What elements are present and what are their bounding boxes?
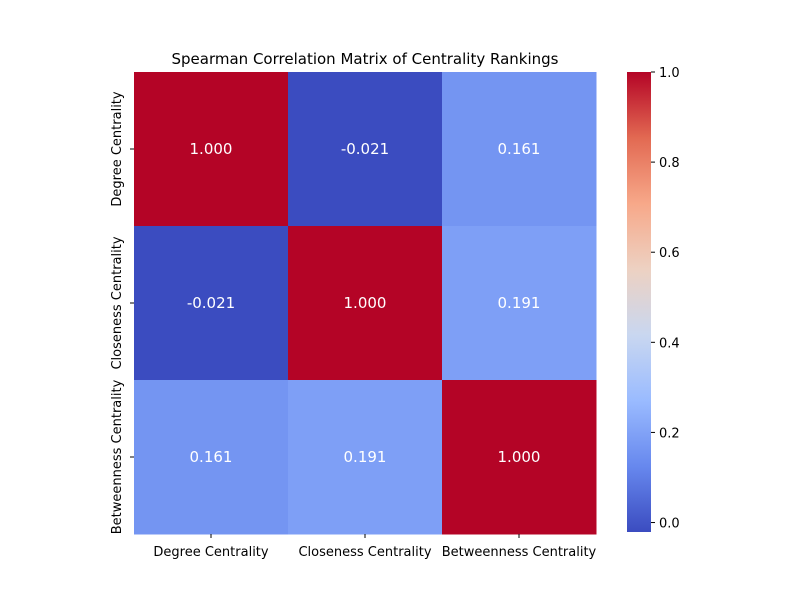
cell-value-label: -0.021 — [341, 140, 389, 158]
colorbar-tick-label: 0.2 — [659, 426, 680, 441]
x-axis: Degree Centrality Closeness Centrality Bet… — [153, 534, 597, 560]
cell-value-label: -0.021 — [187, 294, 235, 312]
colorbar-tick-label: 0.0 — [659, 517, 680, 532]
heatmap-cell — [134, 226, 289, 381]
x-tick-label: Betweenness Centrality — [442, 545, 597, 560]
heatmap-cell — [134, 380, 289, 535]
cell-value-label: 1.000 — [498, 448, 541, 466]
cell-value-label: 0.161 — [498, 140, 541, 158]
heatmap-cell — [288, 72, 443, 227]
heatmap-cell — [288, 380, 443, 535]
x-tick-label: Closeness Centrality — [298, 545, 431, 560]
cell-value-label: 0.191 — [498, 294, 541, 312]
colorbar-tick-label: 0.8 — [659, 156, 680, 171]
cell-value-label: 1.000 — [190, 140, 233, 158]
cell-value-label: 0.191 — [344, 448, 387, 466]
y-tick-label: Degree Centrality — [110, 91, 125, 206]
colorbar-tick-label: 0.4 — [659, 336, 680, 351]
x-tick-label: Degree Centrality — [153, 545, 268, 560]
colorbar-tick-label: 0.6 — [659, 246, 680, 261]
cell-value-label: 0.161 — [190, 448, 233, 466]
heatmap-cells: 1.000 -0.021 0.161 -0.021 1.000 0.191 0.161 0.1… — [134, 72, 597, 535]
cell-value-label: 1.000 — [344, 294, 387, 312]
y-tick-label: Betweenness Centrality — [110, 379, 125, 534]
heatmap-cell — [442, 72, 597, 227]
heatmap-cell — [442, 380, 597, 535]
y-tick-label: Closeness Centrality — [110, 236, 125, 369]
colorbar-tick-label: 1.0 — [659, 66, 680, 81]
y-axis: Degree Centrality Closeness Centrality Bet… — [110, 91, 134, 534]
heatmap-cell — [134, 72, 289, 227]
heatmap-cell — [288, 226, 443, 381]
heatmap-cell — [442, 226, 597, 381]
chart-title: Spearman Correlation Matrix of Centralit… — [172, 50, 559, 68]
colorbar: 0.0 0.2 0.4 0.6 0.8 1.0 — [627, 66, 680, 532]
colorbar-gradient — [627, 72, 651, 532]
